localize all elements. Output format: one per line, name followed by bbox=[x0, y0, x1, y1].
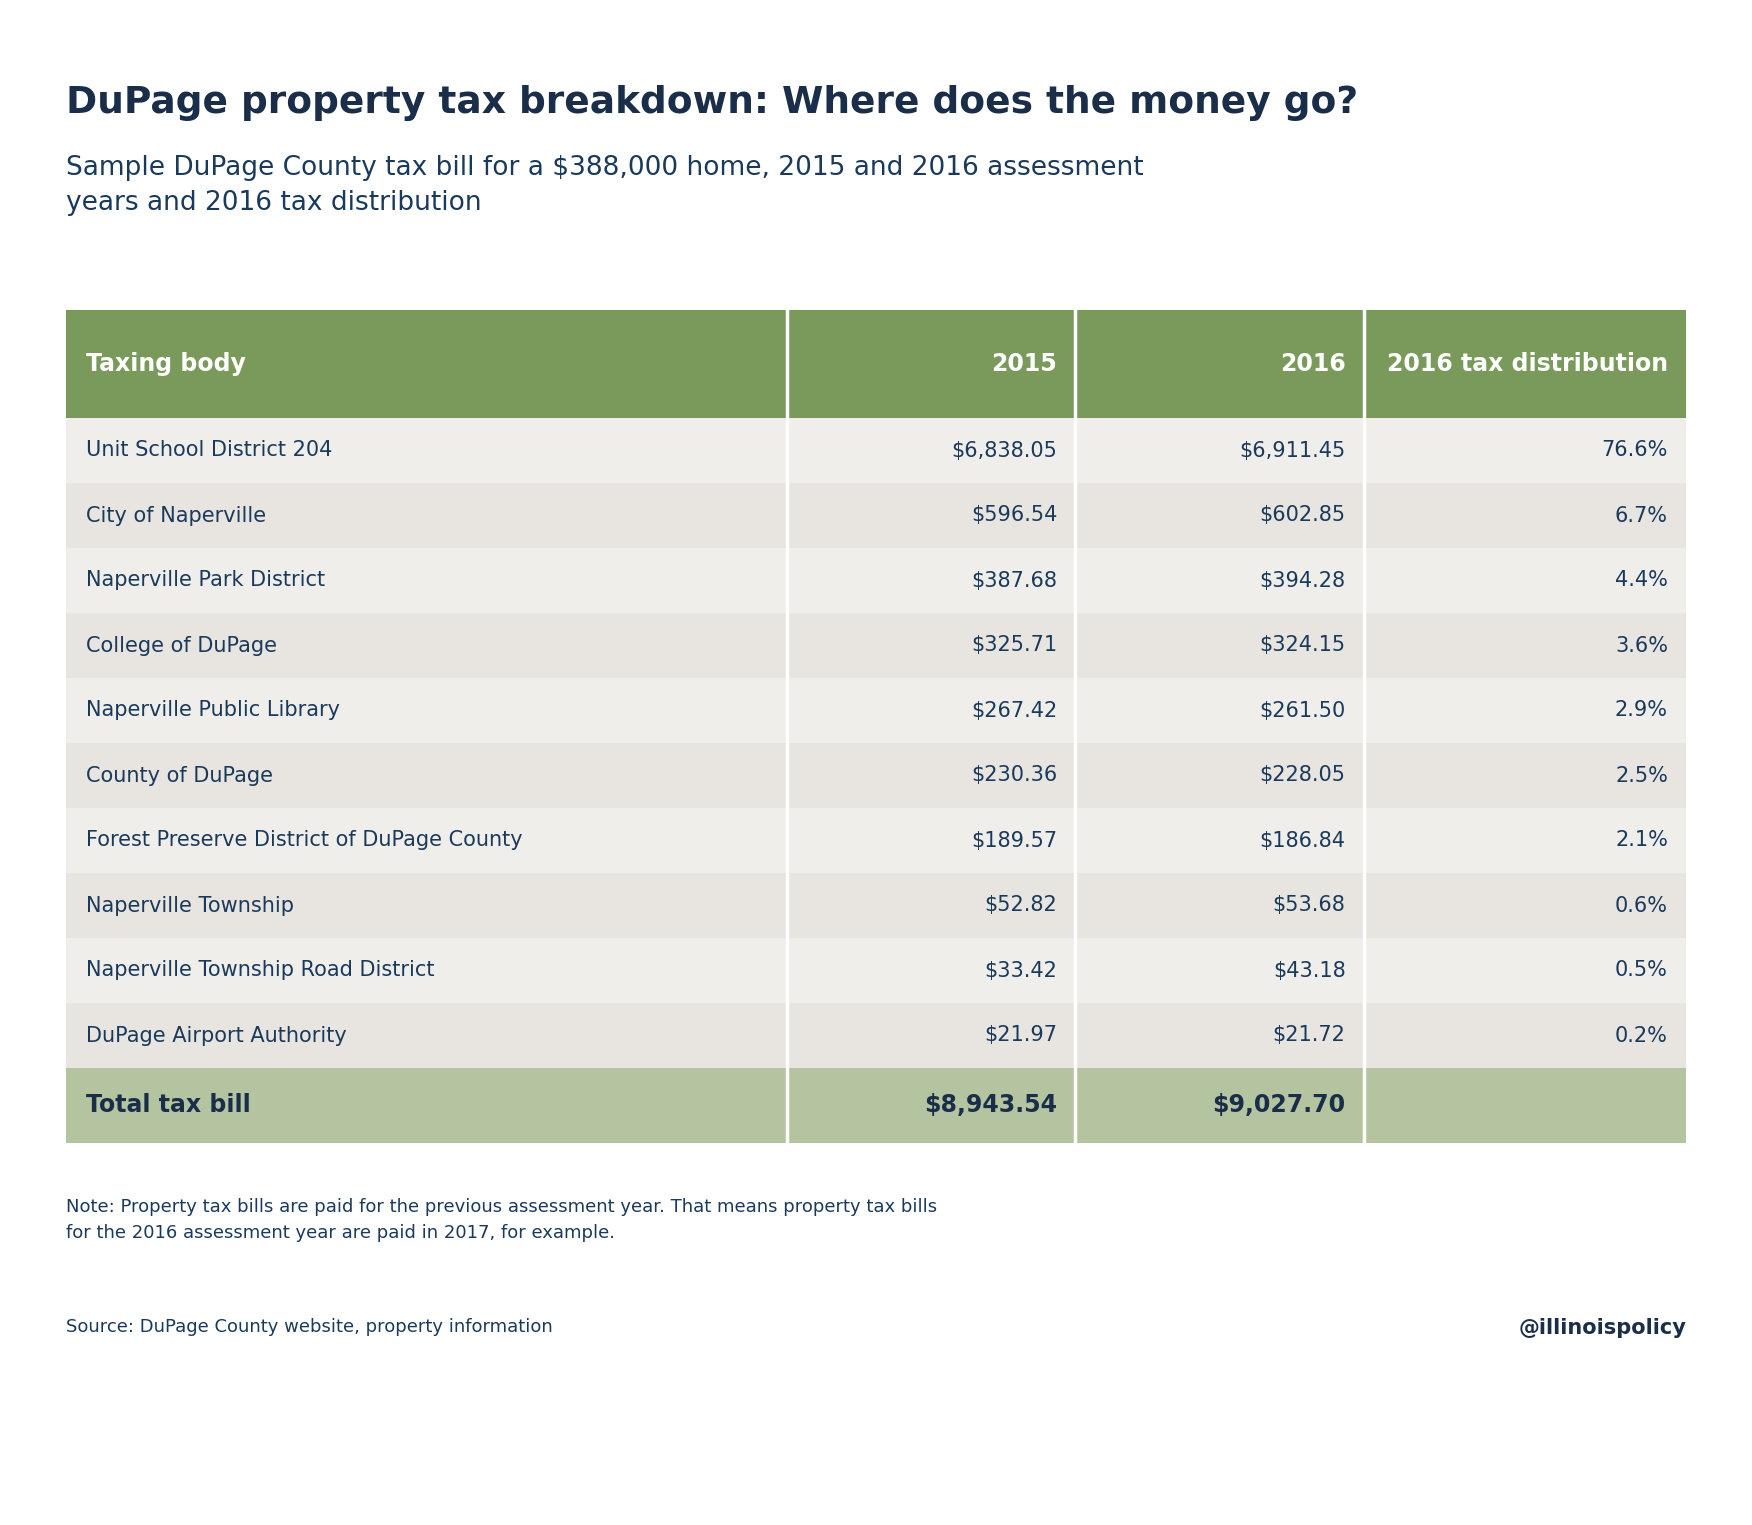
Text: $261.50: $261.50 bbox=[1260, 700, 1346, 720]
Bar bbox=[67, 547, 1685, 613]
Text: $33.42: $33.42 bbox=[985, 961, 1056, 981]
Text: $602.85: $602.85 bbox=[1260, 505, 1346, 526]
Text: $53.68: $53.68 bbox=[1272, 895, 1346, 915]
Text: Naperville Public Library: Naperville Public Library bbox=[86, 700, 340, 720]
Text: 2016: 2016 bbox=[1281, 352, 1346, 377]
Text: $230.36: $230.36 bbox=[971, 766, 1056, 785]
Text: Naperville Township Road District: Naperville Township Road District bbox=[86, 961, 434, 981]
Text: 0.2%: 0.2% bbox=[1615, 1025, 1668, 1046]
Bar bbox=[67, 938, 1685, 1003]
Text: 2016 tax distribution: 2016 tax distribution bbox=[1388, 352, 1668, 377]
Bar bbox=[67, 613, 1685, 679]
Text: Taxing body: Taxing body bbox=[86, 352, 245, 377]
Text: $43.18: $43.18 bbox=[1274, 961, 1346, 981]
Text: 6.7%: 6.7% bbox=[1615, 505, 1668, 526]
Text: $52.82: $52.82 bbox=[985, 895, 1056, 915]
Text: Total tax bill: Total tax bill bbox=[86, 1093, 251, 1118]
Text: $325.71: $325.71 bbox=[971, 636, 1056, 656]
Text: $267.42: $267.42 bbox=[971, 700, 1056, 720]
Text: $189.57: $189.57 bbox=[971, 831, 1056, 851]
Text: Naperville Township: Naperville Township bbox=[86, 895, 294, 915]
Bar bbox=[67, 808, 1685, 872]
Text: Sample DuPage County tax bill for a $388,000 home, 2015 and 2016 assessment
year: Sample DuPage County tax bill for a $388… bbox=[67, 156, 1144, 217]
Bar bbox=[67, 483, 1685, 547]
Text: $8,943.54: $8,943.54 bbox=[925, 1093, 1056, 1118]
Text: $21.97: $21.97 bbox=[985, 1025, 1056, 1046]
Bar bbox=[67, 1003, 1685, 1068]
Text: $6,838.05: $6,838.05 bbox=[951, 441, 1056, 461]
Bar bbox=[67, 872, 1685, 938]
Text: 2015: 2015 bbox=[992, 352, 1056, 377]
Text: Source: DuPage County website, property information: Source: DuPage County website, property … bbox=[67, 1318, 552, 1336]
Text: Forest Preserve District of DuPage County: Forest Preserve District of DuPage Count… bbox=[86, 831, 522, 851]
Text: $387.68: $387.68 bbox=[971, 570, 1056, 590]
Text: DuPage property tax breakdown: Where does the money go?: DuPage property tax breakdown: Where doe… bbox=[67, 85, 1358, 120]
Bar bbox=[67, 679, 1685, 743]
Text: $21.72: $21.72 bbox=[1272, 1025, 1346, 1046]
Text: 4.4%: 4.4% bbox=[1615, 570, 1668, 590]
Text: $9,027.70: $9,027.70 bbox=[1212, 1093, 1346, 1118]
Text: 2.5%: 2.5% bbox=[1615, 766, 1668, 785]
Text: $324.15: $324.15 bbox=[1260, 636, 1346, 656]
Text: Note: Property tax bills are paid for the previous assessment year. That means p: Note: Property tax bills are paid for th… bbox=[67, 1199, 937, 1243]
Bar bbox=[67, 743, 1685, 808]
Text: DuPage Airport Authority: DuPage Airport Authority bbox=[86, 1025, 347, 1046]
Text: 3.6%: 3.6% bbox=[1615, 636, 1668, 656]
Text: 0.5%: 0.5% bbox=[1615, 961, 1668, 981]
Bar bbox=[67, 418, 1685, 483]
Text: $394.28: $394.28 bbox=[1260, 570, 1346, 590]
Bar bbox=[67, 1068, 1685, 1144]
Text: County of DuPage: County of DuPage bbox=[86, 766, 273, 785]
Text: $596.54: $596.54 bbox=[971, 505, 1056, 526]
Text: Unit School District 204: Unit School District 204 bbox=[86, 441, 333, 461]
Text: 2.1%: 2.1% bbox=[1615, 831, 1668, 851]
Text: 2.9%: 2.9% bbox=[1615, 700, 1668, 720]
Text: $186.84: $186.84 bbox=[1260, 831, 1346, 851]
Text: 76.6%: 76.6% bbox=[1601, 441, 1668, 461]
Bar bbox=[67, 310, 1685, 418]
Text: City of Naperville: City of Naperville bbox=[86, 505, 266, 526]
Text: College of DuPage: College of DuPage bbox=[86, 636, 277, 656]
Text: 0.6%: 0.6% bbox=[1615, 895, 1668, 915]
Text: $228.05: $228.05 bbox=[1260, 766, 1346, 785]
Text: Naperville Park District: Naperville Park District bbox=[86, 570, 326, 590]
Text: @illinoispolicy: @illinoispolicy bbox=[1519, 1318, 1685, 1337]
Text: $6,911.45: $6,911.45 bbox=[1239, 441, 1346, 461]
